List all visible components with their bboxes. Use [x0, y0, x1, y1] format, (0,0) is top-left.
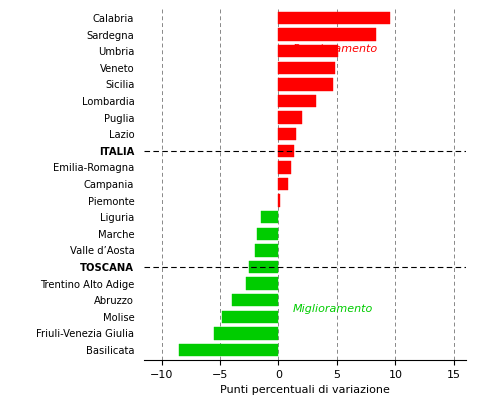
Bar: [278, 161, 291, 174]
Bar: [222, 311, 278, 323]
Bar: [246, 277, 278, 290]
Bar: [214, 327, 278, 340]
Text: Miglioramento: Miglioramento: [292, 304, 373, 314]
Bar: [261, 211, 278, 224]
Bar: [278, 178, 288, 190]
Bar: [255, 244, 278, 257]
Bar: [278, 45, 338, 57]
Bar: [249, 261, 278, 273]
Bar: [179, 344, 278, 356]
Bar: [278, 78, 334, 91]
Bar: [278, 62, 335, 74]
Bar: [278, 194, 280, 207]
Bar: [278, 144, 294, 157]
X-axis label: Punti percentuali di variazione: Punti percentuali di variazione: [220, 385, 390, 395]
Text: Peggioramento: Peggioramento: [292, 44, 378, 54]
Bar: [257, 228, 278, 240]
Bar: [278, 95, 316, 107]
Bar: [278, 12, 390, 24]
Bar: [232, 294, 278, 306]
Bar: [278, 111, 302, 124]
Bar: [278, 128, 296, 140]
Bar: [278, 28, 375, 41]
